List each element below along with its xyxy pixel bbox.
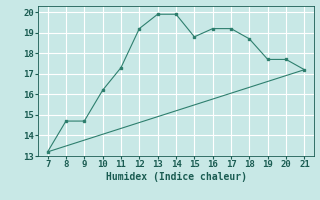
X-axis label: Humidex (Indice chaleur): Humidex (Indice chaleur) (106, 172, 246, 182)
